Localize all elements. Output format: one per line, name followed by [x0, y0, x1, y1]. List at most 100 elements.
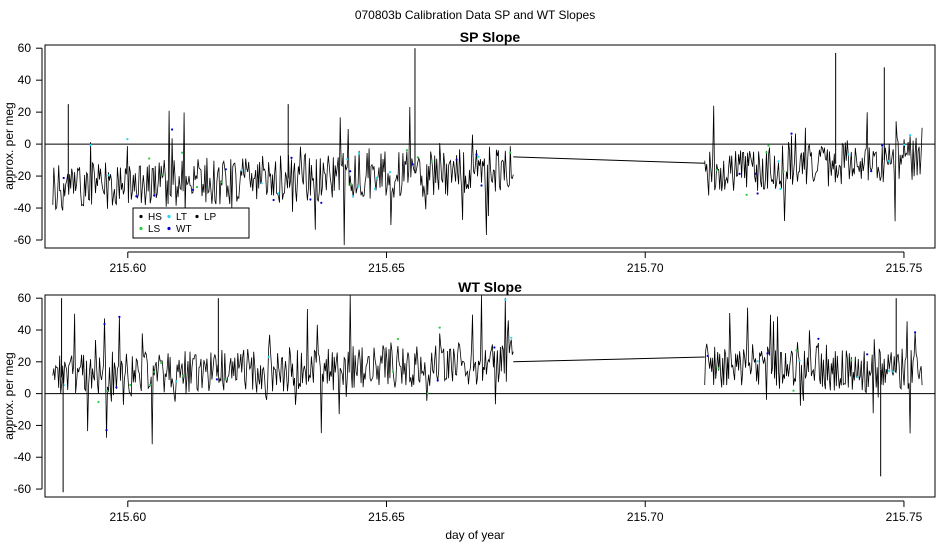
- wt-data-point: [504, 298, 507, 301]
- x-tick-label: 215.70: [627, 261, 664, 275]
- sp-data-point: [715, 168, 718, 171]
- y-tick-label: 0: [24, 137, 31, 151]
- sp-data-point: [405, 149, 408, 152]
- sp-data-point: [107, 174, 110, 177]
- sp-data-point: [290, 156, 293, 159]
- x-tick-label: 215.60: [109, 261, 146, 275]
- y-tick-label: -40: [14, 450, 32, 464]
- sp-data-point: [224, 168, 227, 171]
- wt-data-point: [798, 359, 801, 362]
- legend-marker-ls: [139, 226, 143, 231]
- sp-data-point: [477, 155, 480, 158]
- sp-data-point: [411, 163, 414, 166]
- wt-data-point: [215, 378, 218, 381]
- sp-data-point: [89, 143, 92, 147]
- wt-data-point: [118, 315, 121, 318]
- sp-data-point: [148, 157, 151, 160]
- y-tick-label: 60: [18, 291, 32, 305]
- sp-data-point: [181, 151, 184, 154]
- sp-data-point: [195, 186, 199, 189]
- sp-data-point: [745, 193, 748, 196]
- sp-data-point: [909, 134, 912, 137]
- sp-data-point: [171, 128, 174, 131]
- sp-data-point: [349, 170, 352, 173]
- legend-marker-wt: [167, 226, 171, 231]
- wt-data-point: [182, 374, 185, 377]
- legend-label-wt: WT: [176, 224, 192, 235]
- sp-data-point: [135, 195, 138, 198]
- wt-data-point: [160, 361, 163, 364]
- sp-data-point: [191, 188, 195, 191]
- wt-y-axis: -60 -40 -20 0 20 40 60: [14, 291, 43, 496]
- sp-data-point: [903, 143, 906, 146]
- sp-data-point: [738, 172, 741, 175]
- sp-data-point: [756, 192, 759, 195]
- sp-data-point: [765, 151, 768, 154]
- legend-marker-hs: [139, 214, 143, 219]
- wt-data-point: [766, 352, 769, 355]
- x-tick-label: 215.75: [886, 261, 923, 275]
- wt-data-point: [106, 389, 109, 392]
- y-tick-label: -20: [14, 418, 32, 432]
- x-tick-label: 215.65: [368, 510, 405, 524]
- sp-gap-connector: [513, 156, 705, 164]
- sp-series-segment-0: [52, 106, 514, 246]
- y-axis-label-wt: approx. per meg: [2, 352, 16, 439]
- x-tick-label: 215.65: [368, 261, 405, 275]
- sp-data-point: [790, 132, 793, 135]
- wt-data-point: [756, 360, 759, 363]
- sp-data-point: [346, 158, 349, 161]
- sp-data-point: [475, 153, 478, 156]
- wt-data-point: [850, 359, 853, 362]
- legend-box: [132, 207, 250, 239]
- sp-data-point: [62, 176, 65, 180]
- wt-data-point: [105, 429, 108, 432]
- legend-label-ls: LS: [148, 224, 161, 235]
- wt-data-point: [510, 336, 513, 339]
- wt-data-point: [103, 322, 106, 326]
- sp-slope-plot-area: [45, 48, 935, 246]
- sp-series-segment-1: [704, 105, 923, 222]
- sp-data-point: [779, 187, 782, 191]
- sp-data-point: [358, 152, 361, 155]
- legend-label-hs: HS: [148, 212, 162, 223]
- wt-data-point: [717, 367, 720, 370]
- sp-data-point: [455, 158, 458, 161]
- y-axis-label-sp: approx. per meg: [2, 102, 16, 189]
- wt-series-segment-0: [52, 294, 514, 445]
- sp-data-point: [754, 172, 757, 175]
- y-tick-label: 0: [24, 387, 31, 401]
- sp-data-point: [260, 182, 263, 185]
- sp-data-point: [870, 170, 873, 173]
- wt-data-point: [914, 331, 917, 334]
- sp-data-point: [126, 138, 129, 141]
- wt-data-point: [817, 337, 820, 340]
- sp-data-point: [509, 151, 512, 154]
- y-tick-label: 20: [18, 355, 32, 369]
- wt-data-point: [706, 354, 709, 358]
- legend-label-lt: LT: [176, 212, 187, 223]
- sp-data-point: [162, 173, 165, 176]
- wt-data-point: [493, 346, 496, 349]
- wt-data-point: [149, 383, 152, 386]
- wt-data-point: [856, 375, 859, 379]
- sp-data-point: [220, 181, 223, 184]
- sp-data-point: [480, 184, 483, 187]
- x-axis-label: day of year: [445, 528, 504, 542]
- x-tick-label: 215.75: [886, 510, 923, 524]
- wt-slope-frame: [44, 294, 936, 498]
- panel-title-sp-slope: SP Slope: [460, 29, 521, 45]
- legend-marker-lt: [167, 214, 171, 219]
- sp-data-point: [357, 185, 360, 188]
- sp-data-point: [887, 159, 890, 163]
- y-tick-label: 40: [18, 323, 32, 337]
- wt-slope-plot-area: [45, 294, 935, 493]
- sp-slope-frame: [44, 44, 936, 249]
- wt-data-point: [175, 380, 178, 383]
- y-tick-label: 20: [18, 105, 32, 119]
- wt-slope-panel: WT Slope approx. per meg: [2, 279, 936, 498]
- wt-x-axis: 215.60 215.65 215.70 215.75: [109, 500, 923, 524]
- wt-data-point: [866, 353, 869, 356]
- x-tick-label: 215.70: [627, 510, 664, 524]
